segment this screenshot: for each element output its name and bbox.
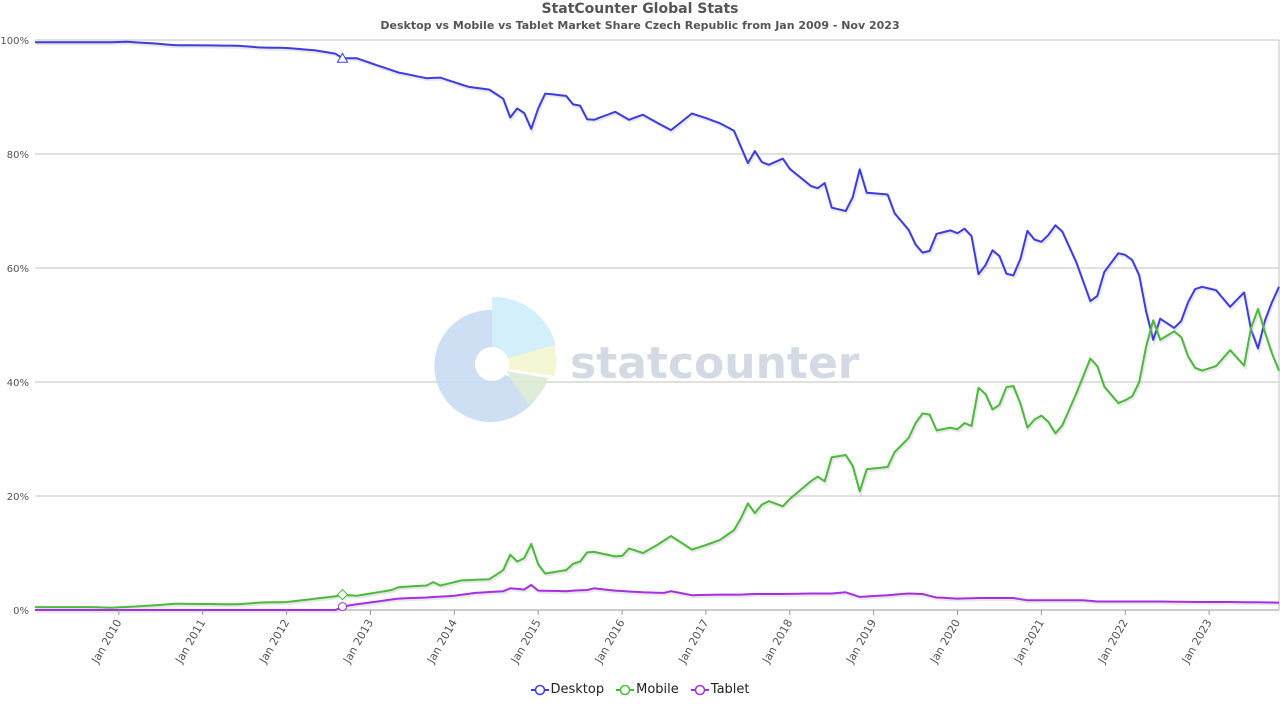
x-tick-label: Jan 2021	[1011, 617, 1047, 666]
grid-lines	[35, 39, 1280, 611]
x-tick-label: Jan 2016	[592, 617, 628, 666]
legend-label: Mobile	[636, 682, 679, 697]
x-tick-label: Jan 2023	[1179, 617, 1215, 666]
watermark-logo-slice-green	[506, 371, 548, 404]
chart-subtitle: Desktop vs Mobile vs Tablet Market Share…	[380, 19, 900, 32]
x-tick-label: Jan 2022	[1095, 617, 1131, 666]
watermark-logo-slice-cyan	[492, 296, 556, 361]
x-tick-label: Jan 2020	[927, 617, 963, 666]
x-tick-label: Jan 2018	[759, 617, 795, 666]
y-axis-labels: 0% 20% 40% 60% 80% 100%	[0, 36, 29, 617]
x-tick-label: Jan 2014	[424, 617, 460, 666]
chart-title: StatCounter Global Stats	[541, 1, 739, 17]
series-line-mobile[interactable]	[35, 308, 1280, 609]
x-tick-label: Jan 2017	[676, 617, 712, 666]
y-tick-label: 0%	[13, 606, 29, 617]
series-shadow-desktop	[36, 41, 1280, 355]
series-shadow-tablet	[36, 584, 1280, 613]
legend-item-desktop[interactable]: Desktop	[530, 682, 605, 697]
x-tick-label: Jan 2013	[340, 617, 376, 666]
legend: Desktop Mobile Tablet	[0, 682, 1280, 697]
x-tick-label: Jan 2011	[172, 617, 208, 666]
watermark-logo-slice-blue	[434, 309, 540, 422]
watermark-logo-slice-yellow	[506, 345, 557, 376]
y-tick-label: 60%	[7, 264, 29, 275]
y-tick-label: 20%	[7, 492, 29, 503]
y-tick-label: 40%	[7, 378, 29, 389]
series-markers	[336, 52, 349, 612]
y-tick-label: 100%	[0, 36, 29, 47]
x-axis-labels: Jan 2010 Jan 2011 Jan 2012 Jan 2013 Jan 2014…	[88, 610, 1215, 666]
legend-marker-icon	[616, 684, 635, 695]
marker-tablet	[338, 602, 348, 612]
statcounter-watermark: statcounter	[434, 296, 860, 422]
series-line-desktop[interactable]	[35, 40, 1280, 350]
x-tick-label: Jan 2010	[88, 617, 124, 666]
legend-item-mobile[interactable]: Mobile	[616, 682, 679, 697]
x-tick-label: Jan 2015	[508, 617, 544, 666]
legend-marker-icon	[690, 684, 709, 695]
legend-marker-icon	[530, 684, 549, 695]
series-shadow-mobile	[36, 305, 1280, 611]
legend-label: Tablet	[710, 682, 750, 697]
watermark-logo-hole	[475, 347, 509, 381]
legend-label: Desktop	[550, 682, 605, 697]
marker-mobile	[336, 588, 349, 601]
series-lines	[35, 40, 1280, 613]
marker-desktop	[336, 52, 349, 63]
x-tick-label: Jan 2012	[256, 617, 292, 666]
y-tick-label: 80%	[7, 150, 29, 161]
x-tick-label: Jan 2019	[843, 617, 879, 666]
watermark-text: statcounter	[570, 338, 860, 389]
series-line-tablet[interactable]	[35, 583, 1280, 611]
legend-item-tablet[interactable]: Tablet	[690, 682, 750, 697]
